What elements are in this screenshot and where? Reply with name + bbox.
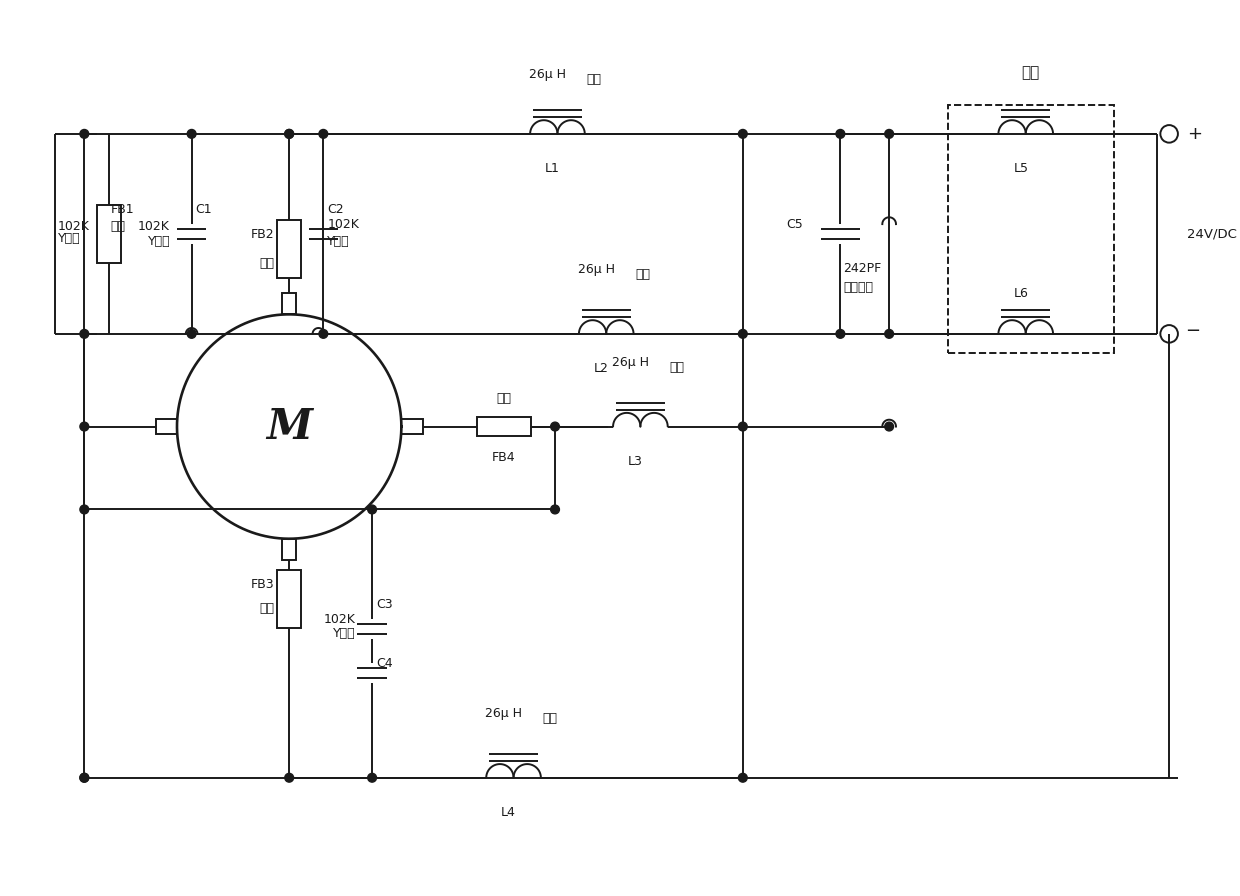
Bar — [281, 293, 296, 314]
Text: C2: C2 — [327, 203, 343, 216]
Text: +: + — [1187, 125, 1202, 142]
Circle shape — [836, 130, 844, 138]
Text: L1: L1 — [546, 162, 560, 175]
Circle shape — [836, 330, 844, 339]
Text: 电感: 电感 — [587, 73, 601, 86]
Text: C4: C4 — [376, 657, 393, 669]
Circle shape — [187, 130, 196, 138]
Text: FB3: FB3 — [250, 578, 274, 591]
Circle shape — [739, 330, 748, 339]
Text: Y电容: Y电容 — [58, 232, 81, 246]
Bar — [947, 105, 1114, 353]
Text: M: M — [267, 406, 312, 447]
Circle shape — [319, 130, 327, 138]
Text: L4: L4 — [501, 806, 516, 819]
Text: 102K: 102K — [327, 218, 360, 230]
Text: 102K: 102K — [324, 613, 355, 625]
Text: L6: L6 — [1013, 287, 1028, 300]
Text: 磁珠: 磁珠 — [110, 220, 125, 233]
Text: 26μ H: 26μ H — [485, 707, 522, 720]
Text: 24V/DC: 24V/DC — [1187, 228, 1236, 240]
Bar — [402, 419, 423, 434]
Text: 电感: 电感 — [636, 268, 651, 281]
Circle shape — [79, 130, 89, 138]
Circle shape — [285, 773, 294, 782]
Circle shape — [885, 330, 894, 339]
Text: L5: L5 — [1013, 162, 1028, 175]
Circle shape — [187, 330, 196, 339]
Text: 242PF: 242PF — [843, 262, 882, 274]
Circle shape — [368, 505, 377, 513]
Text: Y电容: Y电容 — [327, 235, 350, 248]
Circle shape — [885, 422, 894, 431]
Circle shape — [739, 130, 748, 138]
Text: L3: L3 — [629, 455, 644, 468]
Circle shape — [285, 130, 294, 138]
Circle shape — [368, 773, 377, 782]
Bar — [97, 204, 120, 263]
Circle shape — [79, 773, 89, 782]
Text: L2: L2 — [594, 362, 609, 375]
Circle shape — [79, 422, 89, 431]
Text: FB2: FB2 — [250, 228, 274, 241]
Text: FB4: FB4 — [492, 451, 516, 464]
Text: 102K: 102K — [58, 220, 89, 233]
Circle shape — [551, 505, 559, 513]
Text: Y电容: Y电容 — [334, 627, 356, 641]
Text: C3: C3 — [376, 598, 393, 611]
Bar — [477, 417, 531, 436]
Text: 电感: 电感 — [543, 712, 558, 725]
Text: 102K: 102K — [138, 220, 170, 233]
Text: FB1: FB1 — [110, 203, 134, 216]
Text: 电感: 电感 — [670, 361, 684, 374]
Circle shape — [79, 773, 89, 782]
Bar — [277, 570, 301, 628]
Circle shape — [79, 330, 89, 339]
Circle shape — [285, 130, 294, 138]
Text: C1: C1 — [196, 203, 212, 216]
Text: 磁珠: 磁珠 — [259, 257, 274, 270]
Circle shape — [551, 422, 559, 431]
Text: 磁环: 磁环 — [1022, 65, 1039, 81]
Circle shape — [739, 773, 748, 782]
Text: Y电容: Y电容 — [148, 235, 170, 248]
Bar — [155, 419, 177, 434]
Circle shape — [739, 422, 748, 431]
Circle shape — [885, 130, 894, 138]
Text: 陶瓷电容: 陶瓷电容 — [843, 281, 873, 294]
Bar — [277, 220, 301, 279]
Text: 磁珠: 磁珠 — [259, 602, 274, 616]
Text: 26μ H: 26μ H — [578, 263, 615, 276]
Text: 26μ H: 26μ H — [529, 68, 567, 82]
Text: C5: C5 — [786, 218, 804, 230]
Bar — [281, 538, 296, 560]
Circle shape — [319, 330, 327, 339]
Text: 磁珠: 磁珠 — [496, 392, 511, 405]
Circle shape — [79, 505, 89, 513]
Text: −: − — [1184, 322, 1200, 340]
Text: 26μ H: 26μ H — [613, 356, 649, 369]
